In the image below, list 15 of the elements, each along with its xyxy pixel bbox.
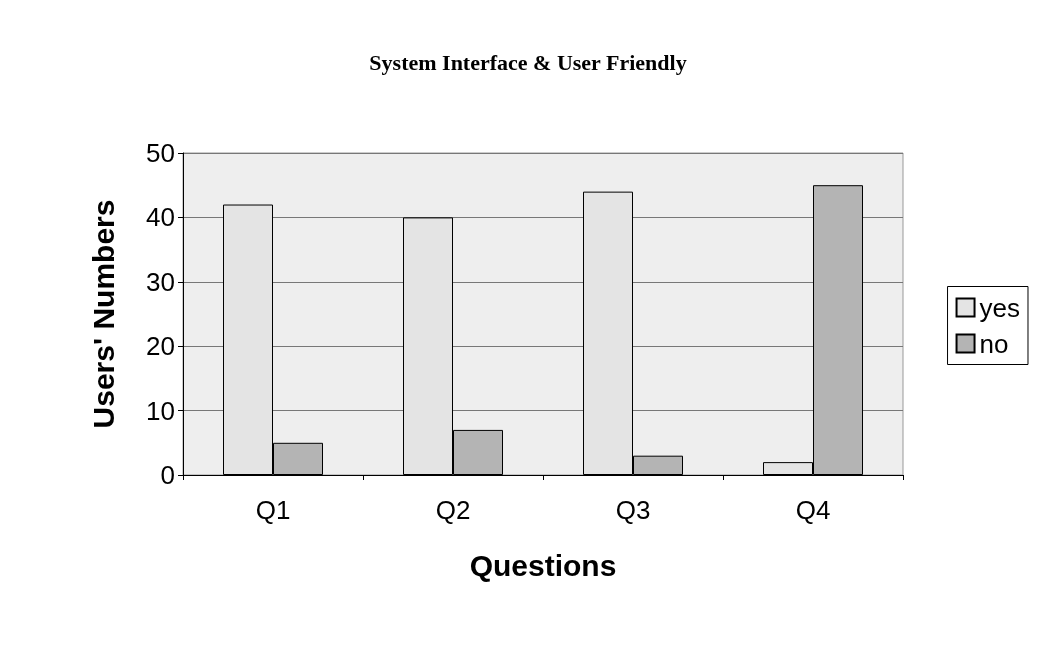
y-tick-label: 10	[146, 395, 175, 426]
chart-title: System Interface & User Friendly	[369, 49, 687, 75]
x-tick-label: Q4	[795, 495, 831, 525]
y-tick-label: 50	[146, 138, 175, 168]
x-tick-label: Q1	[255, 495, 291, 525]
y-tick-label: 30	[146, 266, 175, 297]
x-tick-label: Q3	[615, 495, 651, 525]
y-axis-title: Users' Numbers	[86, 199, 120, 429]
y-tick-label: 40	[146, 202, 175, 233]
y-tick-label: 0	[160, 460, 175, 490]
x-tick-label: Q2	[435, 495, 471, 525]
y-tick-label: 20	[146, 331, 175, 362]
x-axis-title: Questions	[469, 548, 617, 582]
legend-label: yes	[979, 292, 1021, 323]
legend-label: no	[979, 328, 1009, 359]
